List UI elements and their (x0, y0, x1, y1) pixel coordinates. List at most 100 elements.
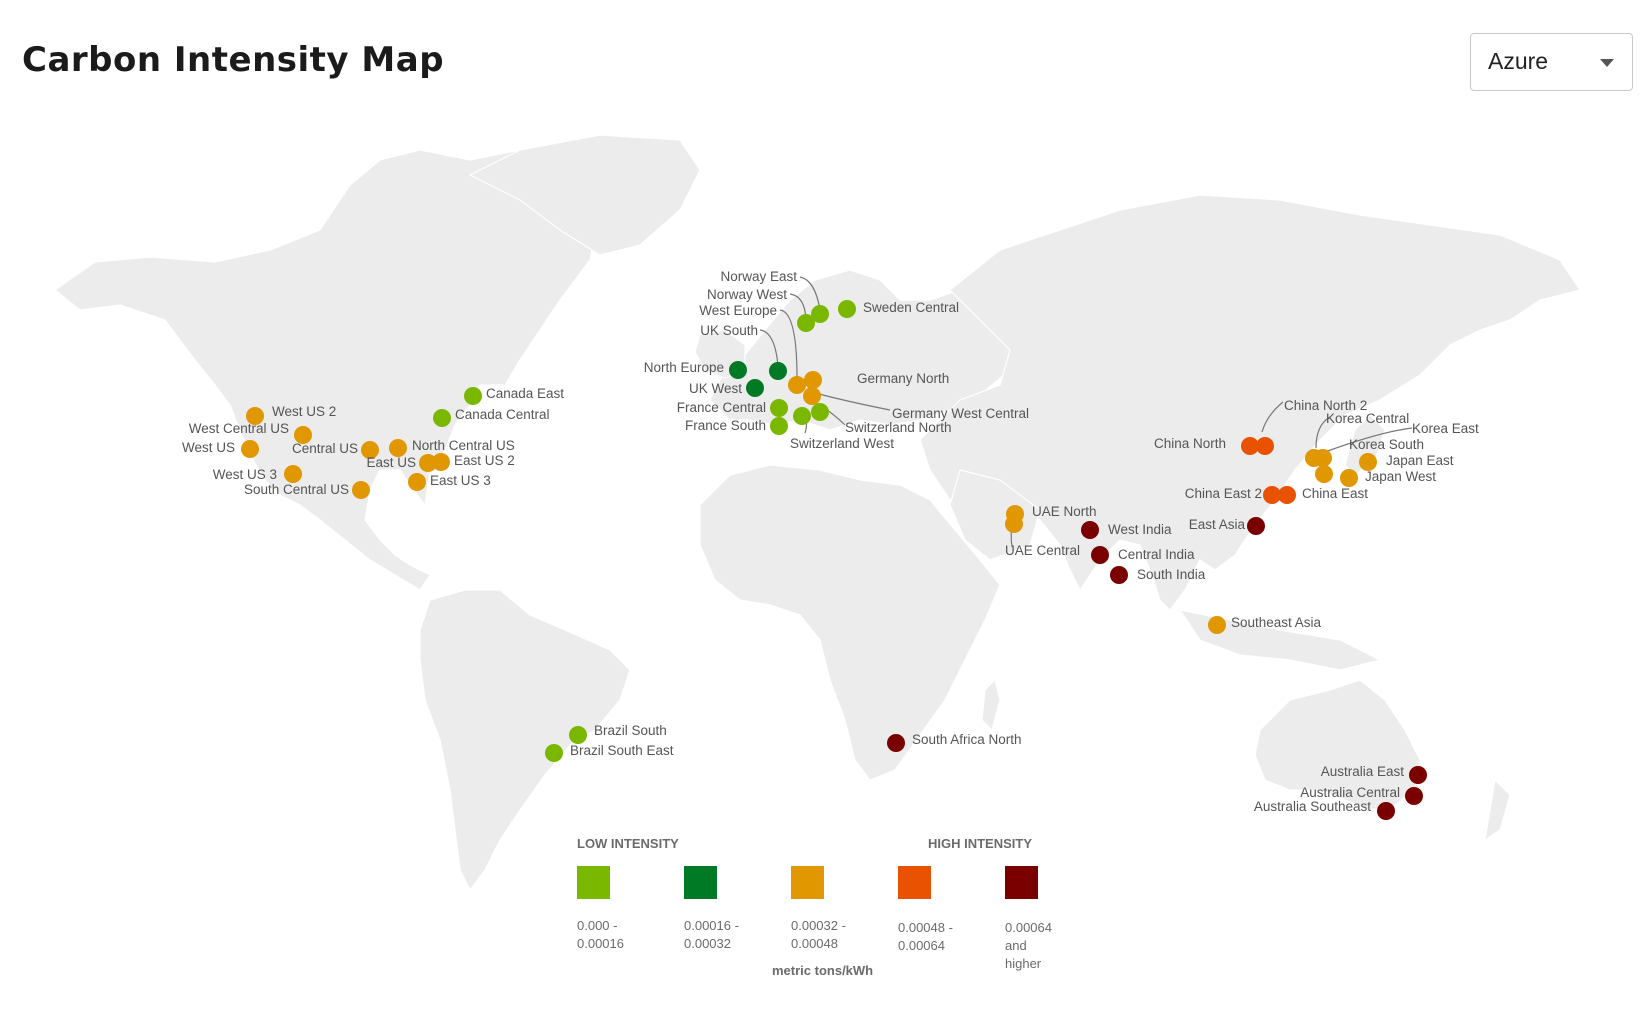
region-marker-brazil-south[interactable] (569, 726, 587, 744)
region-marker-germany-north[interactable] (804, 371, 822, 389)
region-label-brazil-south: Brazil South (594, 723, 667, 738)
region-label-west-us-2: West US 2 (272, 404, 336, 419)
region-marker-uae-central[interactable] (1005, 515, 1023, 533)
region-marker-south-africa-north[interactable] (887, 734, 905, 752)
region-marker-china-north[interactable] (1241, 437, 1259, 455)
africa-landmass (699, 464, 1001, 781)
region-marker-china-north-2[interactable] (1256, 437, 1274, 455)
page-title: Carbon Intensity Map (22, 40, 445, 80)
legend-range-0: 0.000 - 0.00016 (577, 917, 641, 953)
region-label-west-europe: West Europe (699, 303, 777, 318)
region-marker-switzerland-north[interactable] (811, 403, 829, 421)
region-label-australia-central: Australia Central (1300, 785, 1400, 800)
region-label-east-asia: East Asia (1189, 517, 1246, 532)
region-marker-west-india[interactable] (1081, 521, 1099, 539)
legend-swatch-1 (684, 866, 717, 899)
legend-range-1-line-2: 0.00032 (684, 936, 731, 951)
region-label-germany-west-central: Germany West Central (892, 406, 1029, 421)
region-marker-korea-east[interactable] (1314, 449, 1332, 467)
region-marker-southeast-asia[interactable] (1208, 616, 1226, 634)
legend-swatch-3 (898, 866, 931, 899)
region-marker-sweden-central[interactable] (838, 300, 856, 318)
region-label-west-us: West US (182, 440, 235, 455)
region-marker-central-us[interactable] (361, 441, 379, 459)
region-marker-norway-west[interactable] (797, 314, 815, 332)
legend-range-4-line-1: 0.00064 (1005, 920, 1052, 935)
region-marker-west-us-2[interactable] (246, 407, 264, 425)
region-marker-germany-west-central[interactable] (803, 387, 821, 405)
legend-range-3-line-1: 0.00048 - (898, 920, 953, 935)
region-label-korea-south: Korea South (1349, 437, 1424, 452)
legend-range-1: 0.00016 - 0.00032 (684, 917, 748, 953)
region-marker-china-east[interactable] (1278, 486, 1296, 504)
region-marker-australia-southeast[interactable] (1377, 802, 1395, 820)
region-label-central-us: Central US (292, 441, 358, 456)
legend-range-4-line-3: higher (1005, 956, 1042, 971)
region-marker-australia-central[interactable] (1405, 787, 1423, 805)
region-marker-japan-east[interactable] (1359, 453, 1377, 471)
region-label-australia-southeast: Australia Southeast (1254, 799, 1371, 814)
region-label-south-central-us: South Central US (244, 482, 349, 497)
legend-swatch-2 (791, 866, 824, 899)
region-label-central-india: Central India (1118, 547, 1195, 562)
leader-west-europe (779, 309, 798, 379)
legend-range-1-line-1: 0.00016 - (684, 918, 739, 933)
region-label-france-central: France Central (677, 400, 766, 415)
region-marker-canada-east[interactable] (464, 387, 482, 405)
region-marker-central-india[interactable] (1091, 546, 1109, 564)
region-marker-japan-west[interactable] (1340, 469, 1358, 487)
legend-range-3: 0.00048 - 0.00064 (898, 919, 962, 955)
leader-korea-east (1324, 427, 1413, 453)
region-marker-australia-east[interactable] (1409, 766, 1427, 784)
region-marker-west-central-us[interactable] (294, 426, 312, 444)
cloud-provider-select[interactable]: Azure (1470, 33, 1633, 91)
arabia (949, 469, 1041, 561)
region-marker-east-us[interactable] (419, 454, 437, 472)
region-marker-france-central[interactable] (770, 399, 788, 417)
region-label-west-india: West India (1108, 522, 1172, 537)
australia-landmass (1254, 679, 1421, 811)
legend-range-4-line-2: and (1005, 938, 1027, 953)
region-label-brazil-south-east: Brazil South East (570, 743, 674, 758)
region-label-southeast-asia: Southeast Asia (1231, 615, 1322, 630)
region-label-australia-east: Australia East (1321, 764, 1405, 779)
continents (53, 134, 1581, 892)
region-marker-uk-west[interactable] (746, 379, 764, 397)
region-marker-west-europe[interactable] (788, 376, 806, 394)
cloud-provider-value: Azure (1488, 48, 1549, 74)
region-marker-east-us-3[interactable] (408, 473, 426, 491)
region-label-switzerland-north: Switzerland North (845, 420, 952, 435)
region-marker-china-east-2[interactable] (1263, 486, 1281, 504)
chevron-down-icon (1600, 59, 1614, 67)
region-label-east-us-2: East US 2 (454, 453, 515, 468)
region-label-south-india: South India (1137, 567, 1206, 582)
region-label-south-africa-north: South Africa North (912, 732, 1022, 747)
region-marker-east-asia[interactable] (1247, 517, 1265, 535)
leader-uk-south (759, 329, 779, 367)
region-marker-south-central-us[interactable] (352, 481, 370, 499)
region-marker-brazil-south-east[interactable] (545, 744, 563, 762)
region-marker-switzerland-west[interactable] (793, 407, 811, 425)
region-marker-uk-south[interactable] (769, 362, 787, 380)
region-marker-east-us-2[interactable] (432, 453, 450, 471)
region-marker-france-south[interactable] (770, 417, 788, 435)
region-label-north-europe: North Europe (644, 360, 724, 375)
region-marker-west-us[interactable] (241, 440, 259, 458)
region-label-germany-north: Germany North (857, 371, 949, 386)
region-marker-south-india[interactable] (1110, 566, 1128, 584)
legend-range-0-line-1: 0.000 - (577, 918, 618, 933)
region-label-norway-east: Norway East (720, 269, 797, 284)
new-zealand (1484, 778, 1511, 842)
legend-unit: metric tons/kWh (772, 963, 874, 978)
region-label-uk-south: UK South (700, 323, 758, 338)
region-marker-west-us-3[interactable] (284, 465, 302, 483)
region-marker-canada-central[interactable] (433, 409, 451, 427)
legend-swatch-0 (577, 866, 610, 899)
region-label-china-north-2: China North 2 (1284, 398, 1367, 413)
region-marker-north-europe[interactable] (729, 361, 747, 379)
region-marker-north-central-us[interactable] (389, 439, 407, 457)
greenland (468, 134, 701, 256)
region-marker-korea-south[interactable] (1315, 465, 1333, 483)
region-marker-norway-east[interactable] (811, 305, 829, 323)
legend-range-3-line-2: 0.00064 (898, 938, 945, 953)
